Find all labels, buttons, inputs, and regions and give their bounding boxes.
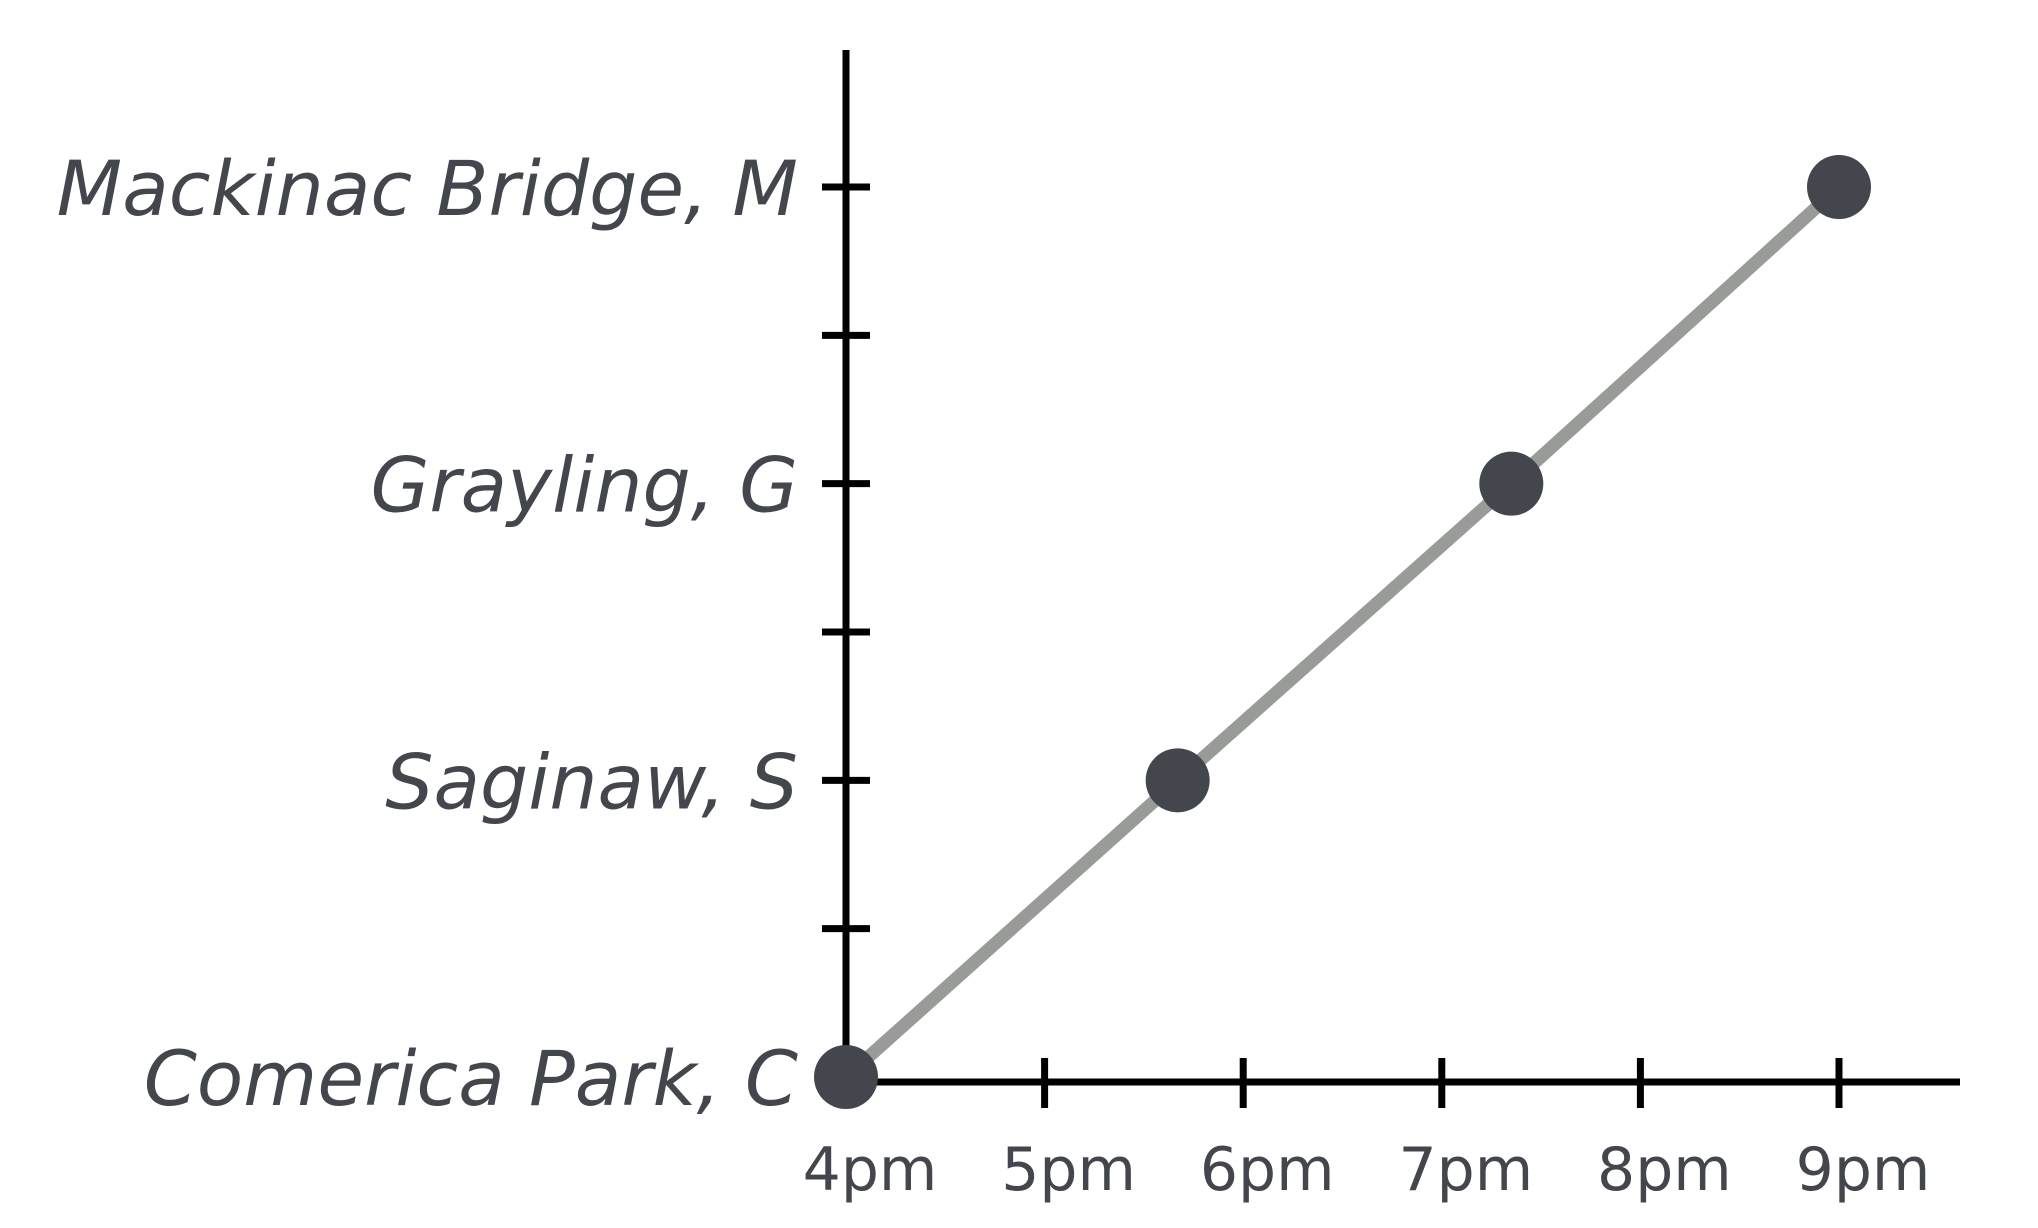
data-point [814,1045,878,1109]
y-tick-label: Comerica Park, C [144,1034,798,1123]
y-tick-label: Saginaw, S [385,737,798,826]
series-group [814,155,1871,1109]
data-point [1145,748,1210,813]
x-ticks: 4pm 5pm 6pm 7pm 8pm 9pm [803,1058,1931,1205]
x-tick-label: 4pm [803,1135,938,1205]
y-tick-label: Mackinac Bridge, M [57,144,798,233]
y-tick-label: Grayling, G [370,441,798,530]
series-line [841,182,1844,1082]
x-tick-label: 9pm [1796,1135,1931,1205]
x-tick-label: 5pm [1001,1135,1136,1205]
x-tick-label: 8pm [1597,1135,1732,1205]
data-point [1807,155,1871,219]
y-ticks: Comerica Park, C Saginaw, S Grayling, G Mac… [57,144,870,1123]
x-tick-label: 7pm [1398,1135,1533,1205]
data-point [1479,451,1544,516]
x-tick-label: 6pm [1200,1135,1335,1205]
